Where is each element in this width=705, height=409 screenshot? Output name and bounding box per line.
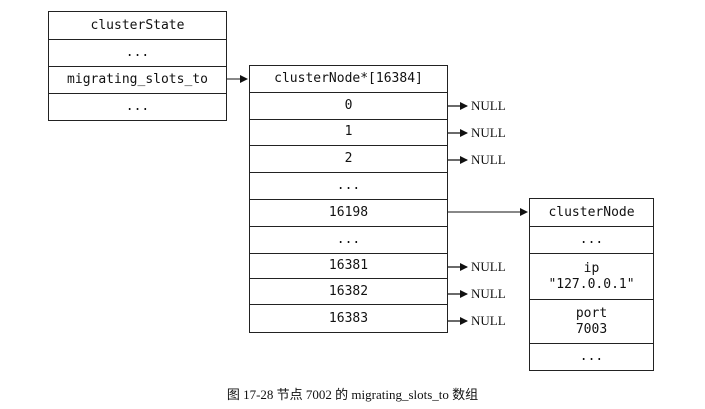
cluster-node-title: clusterNode bbox=[530, 199, 653, 227]
null-label: NULL bbox=[471, 152, 506, 167]
cluster-node-box: clusterNode ... ip "127.0.0.1" port 7003… bbox=[529, 198, 654, 371]
slot-cell-16382: 16382 bbox=[250, 279, 447, 306]
null-label: NULL bbox=[471, 125, 506, 140]
cluster-node-cell: ... bbox=[530, 227, 653, 254]
null-label: NULL bbox=[471, 286, 506, 301]
slot-cell-16381: 16381 bbox=[250, 254, 447, 280]
slot-cell-ellipsis: ... bbox=[250, 227, 447, 254]
cluster-state-cell: ... bbox=[49, 40, 226, 67]
cluster-state-cell: ... bbox=[125, 99, 150, 114]
port-field: port 7003 bbox=[530, 300, 653, 344]
cluster-node-cell: ... bbox=[579, 349, 604, 364]
slot-cell-1: 1 bbox=[250, 120, 447, 147]
cluster-state-box: clusterState ... migrating_slots_to ... bbox=[48, 11, 227, 121]
slot-cell-2: 2 bbox=[250, 146, 447, 174]
ip-value: "127.0.0.1" bbox=[548, 276, 635, 292]
ip-field: ip "127.0.0.1" bbox=[530, 254, 653, 300]
port-value: 7003 bbox=[575, 321, 608, 337]
null-label: NULL bbox=[471, 98, 506, 113]
null-label: NULL bbox=[471, 313, 506, 328]
slot-cell-0: 0 bbox=[250, 93, 447, 120]
figure-caption: 图 17-28 节点 7002 的 migrating_slots_to 数组 bbox=[226, 387, 479, 402]
slot-cell-16383: 16383 bbox=[328, 310, 369, 326]
null-label: NULL bbox=[471, 259, 506, 274]
port-label: port bbox=[575, 305, 608, 321]
slot-array-box: clusterNode*[16384] 0 1 2 ... 16198 ... … bbox=[249, 65, 448, 333]
cluster-state-title: clusterState bbox=[49, 12, 226, 40]
slot-cell-ellipsis: ... bbox=[250, 173, 447, 200]
migrating-slots-to-field: migrating_slots_to bbox=[49, 67, 226, 94]
slot-cell-16198: 16198 bbox=[250, 200, 447, 227]
ip-label: ip bbox=[583, 260, 600, 276]
slot-array-title: clusterNode*[16384] bbox=[250, 66, 447, 93]
